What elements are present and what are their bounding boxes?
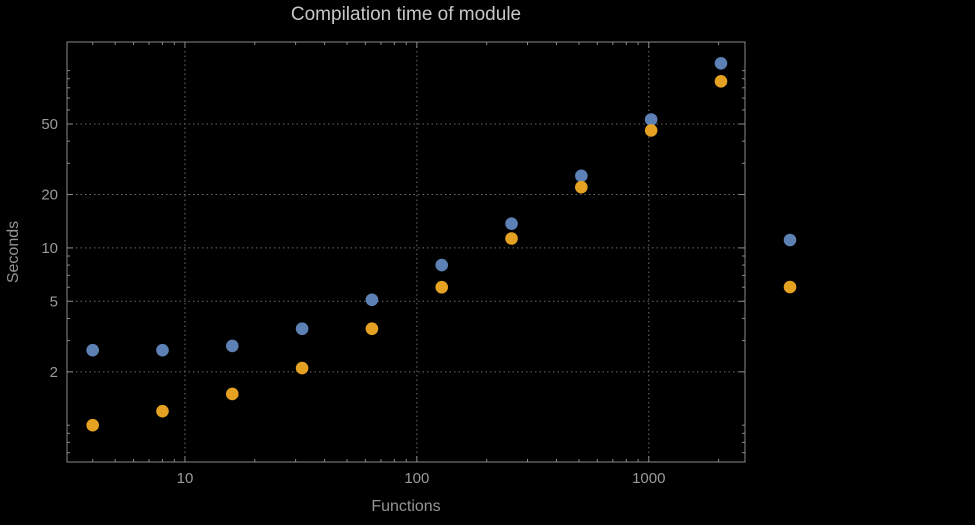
data-point-series-2	[225, 387, 239, 401]
x-tick-label: 10	[177, 470, 194, 487]
y-tick-label: 5	[50, 293, 58, 310]
y-axis-label: Seconds	[5, 220, 22, 284]
data-point-series-1	[365, 293, 379, 307]
data-point-series-1	[644, 113, 658, 126]
data-point-series-2	[435, 280, 449, 294]
x-axis-label: Functions	[371, 498, 441, 515]
chart-title: Compilation time of module	[290, 4, 522, 25]
data-point-series-2	[295, 361, 309, 375]
y-tick-label: 50	[41, 116, 58, 133]
data-point-series-2	[505, 232, 518, 245]
y-tick-label: 2	[50, 364, 58, 381]
data-point-series-1	[505, 217, 518, 230]
x-tick-label: 100	[404, 470, 429, 487]
data-point-series-1	[86, 343, 99, 357]
y-tick-label: 10	[41, 240, 58, 257]
data-point-series-1	[295, 322, 309, 336]
plot-frame	[66, 41, 746, 463]
data-point-series-2	[365, 322, 379, 336]
data-point-series-2	[156, 404, 169, 418]
data-point-series-2	[86, 418, 99, 432]
data-point-series-2	[644, 124, 658, 137]
data-point-series-2	[714, 75, 728, 88]
data-point-series-2	[575, 180, 588, 194]
data-point-series-1	[575, 169, 588, 183]
legend-marker-series-1	[783, 233, 797, 247]
x-tick-label: 1000	[632, 470, 665, 487]
data-point-series-1	[435, 258, 449, 272]
legend-marker-series-2	[783, 280, 797, 294]
data-point-series-1	[156, 343, 169, 357]
data-point-series-1	[225, 339, 239, 353]
data-point-series-1	[714, 56, 728, 70]
y-tick-label: 20	[41, 187, 58, 204]
